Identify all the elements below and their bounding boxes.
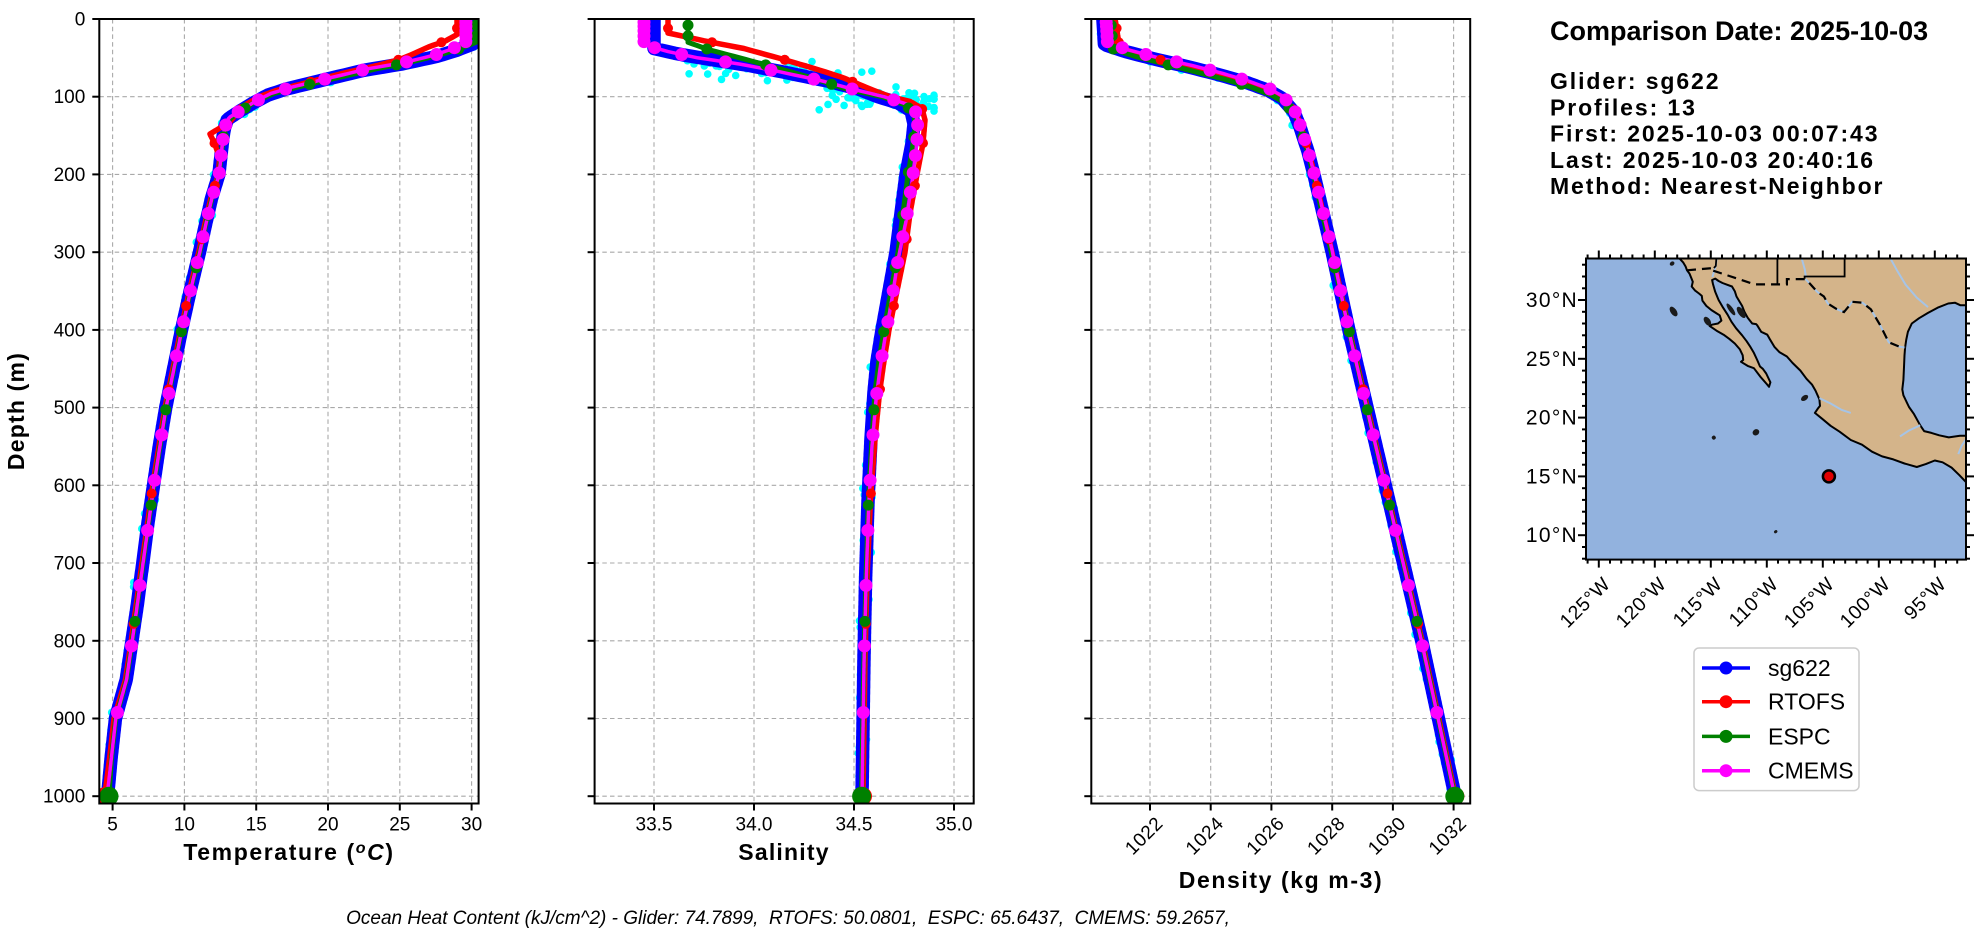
svg-text:35.0: 35.0 <box>936 815 973 836</box>
svg-text:Density (kg m-3): Density (kg m-3) <box>1179 867 1384 893</box>
svg-text:15: 15 <box>246 815 267 836</box>
svg-text:33.5: 33.5 <box>636 815 673 836</box>
svg-text:400: 400 <box>54 320 86 341</box>
svg-text:300: 300 <box>54 243 86 264</box>
svg-text:Glider: sg622: Glider: sg622 <box>1550 68 1720 94</box>
svg-text:25: 25 <box>389 815 410 836</box>
svg-text:20: 20 <box>317 815 338 836</box>
svg-text:Ocean Heat Content (kJ/cm^2) -: Ocean Heat Content (kJ/cm^2) - Glider: 7… <box>346 908 1230 929</box>
svg-text:10°N: 10°N <box>1526 524 1578 547</box>
svg-text:Last: 2025-10-03 20:40:16: Last: 2025-10-03 20:40:16 <box>1550 147 1875 173</box>
svg-text:Method: Nearest-Neighbor: Method: Nearest-Neighbor <box>1550 173 1884 199</box>
svg-text:0: 0 <box>75 10 86 31</box>
svg-text:ESPC: ESPC <box>1768 723 1831 749</box>
svg-text:30: 30 <box>461 815 482 836</box>
svg-text:15°N: 15°N <box>1526 465 1578 488</box>
svg-text:1000: 1000 <box>43 787 85 808</box>
svg-text:Comparison Date: 2025-10-03: Comparison Date: 2025-10-03 <box>1550 16 1928 46</box>
svg-text:20°N: 20°N <box>1526 407 1578 430</box>
svg-text:600: 600 <box>54 476 86 497</box>
svg-text:10: 10 <box>174 815 195 836</box>
svg-text:First: 2025-10-03 00:07:43: First: 2025-10-03 00:07:43 <box>1550 121 1879 147</box>
svg-text:Depth (m): Depth (m) <box>3 352 29 470</box>
svg-text:500: 500 <box>54 398 86 419</box>
svg-text:RTOFS: RTOFS <box>1768 689 1845 715</box>
svg-text:200: 200 <box>54 165 86 186</box>
svg-text:Salinity: Salinity <box>738 839 829 865</box>
svg-text:CMEMS: CMEMS <box>1768 758 1854 784</box>
svg-text:30°N: 30°N <box>1526 289 1578 312</box>
svg-text:100: 100 <box>54 87 86 108</box>
svg-text:sg622: sg622 <box>1768 655 1831 681</box>
svg-text:25°N: 25°N <box>1526 348 1578 371</box>
svg-text:900: 900 <box>54 709 86 730</box>
svg-text:5: 5 <box>107 815 118 836</box>
svg-text:Profiles: 13: Profiles: 13 <box>1550 94 1697 120</box>
svg-text:34.0: 34.0 <box>736 815 773 836</box>
svg-text:800: 800 <box>54 631 86 652</box>
svg-text:700: 700 <box>54 554 86 575</box>
svg-text:34.5: 34.5 <box>836 815 873 836</box>
